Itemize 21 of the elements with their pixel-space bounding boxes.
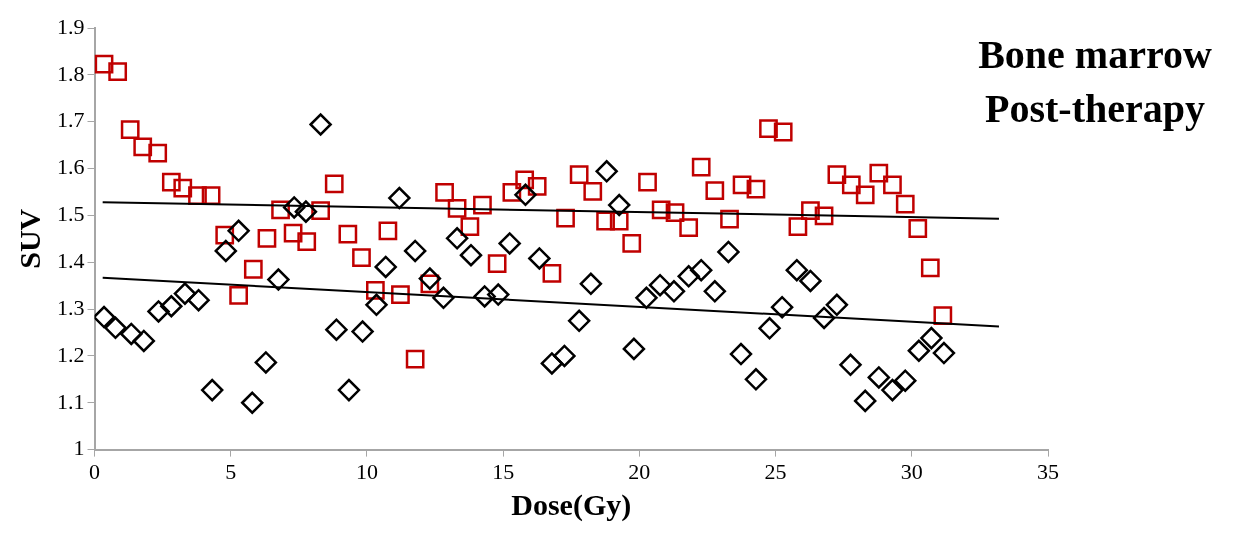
- y-tick-label: 1.4: [57, 248, 85, 273]
- x-tick-label: 10: [355, 458, 378, 484]
- y-axis-title: SUV: [12, 208, 46, 269]
- x-tick-label: 20: [628, 458, 651, 484]
- y-tick-label: 1.1: [57, 388, 85, 414]
- x-tick-label: 25: [764, 458, 787, 484]
- x-tick-label: 30: [900, 458, 923, 484]
- y-tick-label: 1.6: [57, 154, 85, 180]
- text: Bone marrow Post-therapy: [978, 32, 1212, 132]
- y-tick-label: 1.7: [57, 107, 85, 133]
- y-tick-label: 1.8: [57, 60, 85, 86]
- x-tick-label: 35: [1037, 458, 1059, 484]
- y-tick-label: 1: [73, 435, 85, 461]
- x-tick-label: 5: [225, 458, 237, 484]
- x-tick-label: 0: [89, 458, 100, 484]
- x-tick-label: 15: [492, 458, 515, 484]
- y-tick-label: 1.2: [57, 341, 85, 367]
- x-axis-title: Dose(Gy): [511, 487, 632, 522]
- y-tick-label: 1.5: [57, 201, 85, 227]
- y-tick-label: 1.3: [57, 294, 85, 320]
- y-tick-label: 1.9: [57, 13, 85, 39]
